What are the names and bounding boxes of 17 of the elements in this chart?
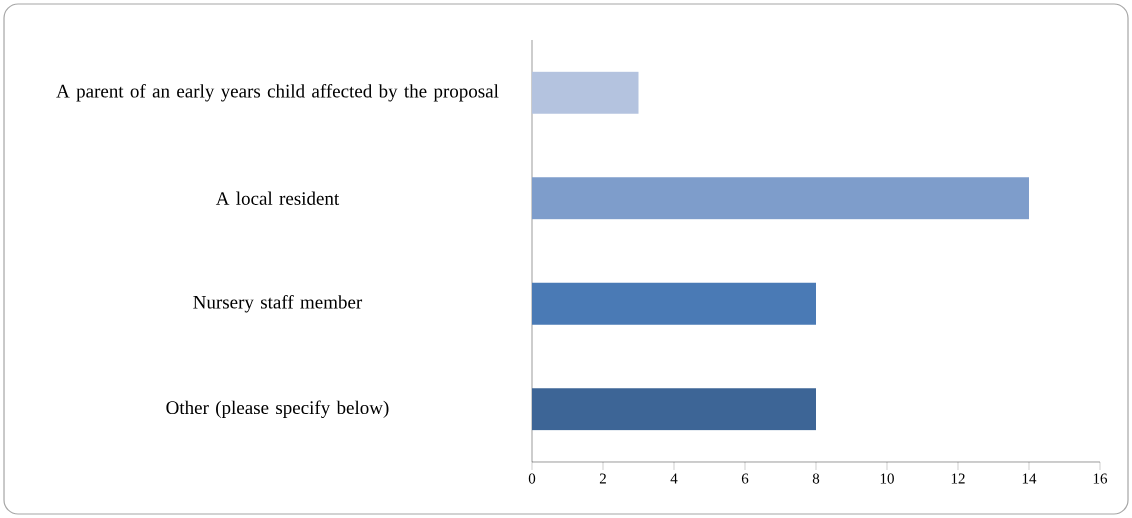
bar (532, 177, 1029, 220)
x-tick-label: 16 (1093, 473, 1108, 484)
y-tick-label: A parent of an early years child affected by the proposal (56, 84, 499, 102)
x-tick-label: 8 (812, 473, 820, 484)
x-tick-label: 6 (741, 473, 749, 484)
x-tick-label: 4 (670, 473, 678, 484)
y-tick-label: Other (please specify below) (166, 400, 389, 418)
x-tick-label: 10 (880, 473, 894, 484)
y-tick-label: Nursery staff member (193, 295, 363, 313)
x-tick-label: 12 (951, 473, 965, 484)
x-tick-label: 0 (528, 473, 536, 484)
y-tick-label: A local resident (215, 191, 340, 205)
bar (532, 388, 816, 431)
bar (532, 282, 816, 325)
bar (532, 71, 639, 114)
x-tick-label: 14 (1022, 473, 1037, 484)
x-tick-label: 2 (599, 473, 606, 484)
